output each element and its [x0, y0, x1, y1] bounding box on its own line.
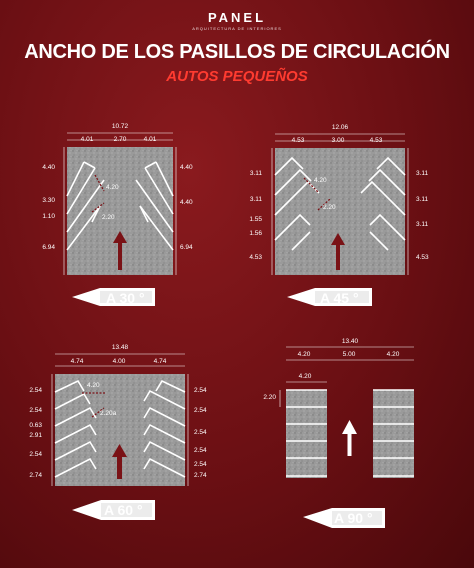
logo-tagline: ARQUITECTURA DE INTERIORES	[192, 26, 282, 31]
d60-left-dim: 0.63	[29, 422, 42, 429]
diagram-30-degrees	[63, 132, 177, 306]
dim-lines-45	[303, 177, 331, 211]
angle-banner-60	[72, 500, 155, 520]
d60-width-left: 4.74	[70, 358, 84, 365]
logo-word: PANEL	[207, 10, 267, 25]
d30-left-dim: 6.94	[42, 244, 55, 251]
diagram-90-degrees	[279, 346, 414, 528]
measure-lines-30	[63, 132, 177, 275]
d60-inner-b: 2.20a	[100, 410, 117, 417]
d60-left-dim: 2.74	[29, 472, 42, 479]
d90-total: 13.40	[341, 338, 359, 345]
d60-left-dim: 2.54	[29, 387, 42, 394]
angle-banner-30	[72, 288, 155, 306]
d30-width-left: 4.01	[80, 136, 94, 143]
d45-left-dim: 1.55	[249, 216, 262, 223]
d90-stall-depth: 4.20	[298, 373, 312, 380]
d90-angle-label: A 90 °	[334, 510, 373, 526]
d90-stall-width: 2.20	[263, 394, 276, 401]
measure-lines-60	[51, 353, 189, 486]
angle-banner-45	[287, 288, 372, 306]
d60-left-dim: 2.54	[29, 407, 42, 414]
d60-right-dim: 2.54	[194, 429, 207, 436]
d60-width-center: 4.00	[112, 358, 126, 365]
d60-inner-a: 4.20	[87, 382, 100, 389]
d45-left-dim: 3.11	[249, 170, 262, 177]
dim-lines-60	[82, 392, 105, 418]
aisle-arrow-30	[113, 231, 127, 270]
brand-logo: PANEL ARQUITECTURA DE INTERIORES	[0, 10, 474, 31]
d45-left-dim: 3.11	[249, 196, 262, 203]
d30-total: 10.72	[111, 123, 129, 130]
d60-total: 13.48	[111, 344, 129, 351]
d30-right-dim: 4.40	[180, 164, 193, 171]
d30-inner-b: 2.20	[102, 214, 115, 221]
d30-width-right: 4.01	[143, 136, 157, 143]
lot-90-right-stalls	[373, 390, 414, 478]
d45-right-dim: 4.53	[416, 254, 429, 261]
d45-right-dim: 3.11	[416, 221, 429, 228]
measure-lines-90	[279, 346, 414, 407]
d45-left-dim: 1.56	[249, 230, 262, 237]
d60-angle-label: A 60 °	[104, 502, 143, 518]
d60-right-dim: 2.74	[194, 472, 207, 479]
d30-right-dim: 4.40	[180, 199, 193, 206]
d60-right-dim: 2.54	[194, 447, 207, 454]
d45-total: 12.06	[331, 124, 349, 131]
d60-left-dim: 2.54	[29, 451, 42, 458]
d45-right-dim: 3.11	[416, 196, 429, 203]
aisle-arrow-90	[342, 420, 357, 456]
d60-right-dim: 2.54	[194, 407, 207, 414]
d60-right-dim: 2.54	[194, 387, 207, 394]
d30-inner-a: 4.20	[106, 184, 119, 191]
d30-left-dim: 1.10	[42, 213, 55, 220]
diagram-60-degrees	[51, 353, 189, 520]
d90-width-center: 5.00	[342, 351, 356, 358]
d45-width-right: 4.53	[369, 137, 383, 144]
d45-angle-label: A 45 °	[320, 290, 359, 306]
d45-left-dim: 4.53	[249, 254, 262, 261]
aisle-arrow-45	[331, 233, 345, 270]
diagram-45-degrees	[271, 133, 409, 306]
page-title: ANCHO DE LOS PASILLOS DE CIRCULACIÓN	[24, 41, 450, 63]
d45-right-dim: 3.11	[416, 170, 429, 177]
d30-width-center: 2.70	[113, 136, 127, 143]
d45-width-center: 3.00	[331, 137, 345, 144]
dim-lines-30	[91, 174, 105, 213]
d30-left-dim: 3.30	[42, 197, 55, 204]
angle-banner-90	[303, 508, 385, 528]
stall-lines-30	[66, 161, 174, 251]
stall-lines-90	[286, 389, 414, 477]
d30-angle-label: A 30 °	[106, 290, 145, 306]
d30-right-dim: 6.94	[180, 244, 193, 251]
d60-left-dim: 2.91	[29, 432, 42, 439]
d45-inner-a: 4.20	[314, 177, 327, 184]
measure-lines-45	[271, 133, 409, 275]
stall-lines-45	[274, 156, 406, 251]
d45-width-left: 4.53	[291, 137, 305, 144]
aisle-arrow-60	[112, 444, 127, 479]
d90-width-left: 4.20	[297, 351, 311, 358]
page-subtitle: AUTOS PEQUEÑOS	[166, 68, 308, 85]
lot-90-left-stalls	[286, 390, 327, 478]
d90-width-right: 4.20	[386, 351, 400, 358]
d45-inner-b: 2.20	[323, 204, 336, 211]
d60-width-right: 4.74	[153, 358, 167, 365]
stall-lines-60	[54, 379, 186, 478]
d60-right-dim: 2.54	[194, 461, 207, 468]
d30-left-dim: 4.40	[42, 164, 55, 171]
